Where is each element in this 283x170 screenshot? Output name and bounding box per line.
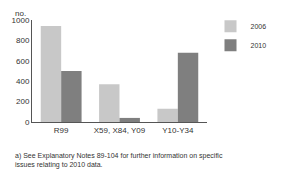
svg-text:1000: 1000 [12, 16, 30, 25]
svg-text:800: 800 [16, 36, 30, 45]
svg-text:a) See Explanatory Notes 89-10: a) See Explanatory Notes 89-104 for furt… [15, 152, 223, 169]
svg-text:200: 200 [16, 97, 30, 106]
svg-text:2010: 2010 [251, 42, 267, 49]
svg-text:Y10-Y34: Y10-Y34 [162, 126, 194, 135]
svg-text:600: 600 [16, 57, 30, 66]
svg-text:400: 400 [16, 77, 30, 86]
svg-text:R99: R99 [54, 126, 69, 135]
svg-text:no.: no. [15, 9, 26, 18]
svg-text:X59, X84, Y09: X59, X84, Y09 [94, 126, 146, 135]
svg-text:0: 0 [25, 118, 30, 127]
svg-text:2006: 2006 [251, 23, 267, 30]
